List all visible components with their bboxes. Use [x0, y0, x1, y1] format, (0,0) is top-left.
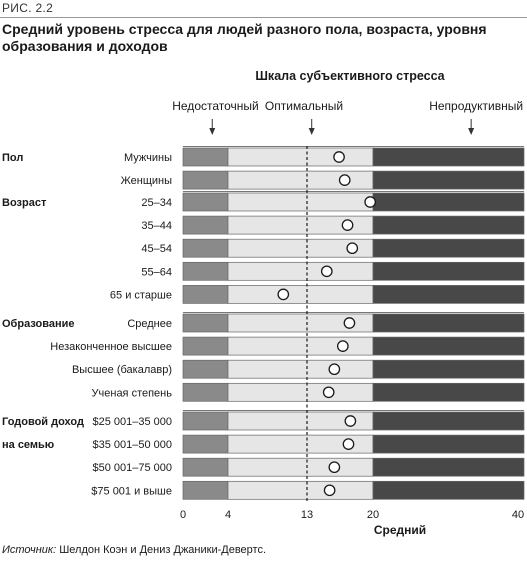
x-tick-label: 40 — [512, 509, 524, 521]
row-label: Ученая степень — [92, 387, 173, 399]
data-point — [277, 288, 290, 301]
zone-bar — [372, 261, 525, 281]
zone-bar — [182, 238, 229, 258]
zone-bar — [372, 336, 525, 356]
zone-bar — [182, 147, 229, 167]
row-label: Мужчины — [124, 152, 172, 164]
x-axis-label: Средний — [374, 523, 426, 537]
source-label: Источник: — [2, 544, 57, 556]
zone-bar — [227, 336, 374, 356]
row-label: 45–54 — [141, 243, 172, 255]
zone-bar — [372, 411, 525, 431]
zone-bar — [182, 480, 229, 500]
zone-bar — [372, 285, 525, 304]
x-tick-label: 13 — [301, 509, 313, 521]
data-point — [342, 438, 355, 450]
zone-bar — [182, 382, 229, 402]
data-point — [336, 340, 349, 352]
zone-bar — [182, 215, 229, 235]
zone-bar — [372, 313, 525, 333]
zone-bar — [372, 480, 525, 500]
zone-bar — [182, 411, 229, 431]
scale-title: Шкала субъективного стресса — [255, 69, 445, 83]
data-point — [328, 363, 341, 376]
zone-bar — [182, 285, 229, 304]
zone-bar — [227, 170, 374, 190]
zone-bar — [227, 285, 374, 304]
group-label: Пол — [2, 152, 23, 164]
zone-bar — [227, 382, 374, 402]
row-label: Высшее (бакалавр) — [72, 364, 172, 376]
zone-bar — [182, 261, 229, 281]
figure-divider — [0, 17, 527, 18]
row-label: 65 и старше — [110, 289, 172, 301]
zone-bar — [372, 215, 525, 235]
data-point — [341, 219, 354, 231]
data-point — [338, 174, 351, 186]
data-point — [343, 317, 356, 329]
zone-bar — [372, 434, 525, 454]
data-point — [323, 484, 336, 497]
zone-bar — [227, 261, 374, 281]
zone-bar — [182, 434, 229, 454]
chart-title: Средний уровень стресса для людей разног… — [2, 21, 487, 54]
zone-bar — [372, 382, 525, 402]
zone-bar — [182, 313, 229, 333]
zone-arrow-head — [468, 128, 475, 135]
zone-bar — [227, 457, 374, 477]
data-point — [344, 415, 357, 427]
group-label: Образование — [2, 318, 75, 330]
row-label: Среднее — [127, 318, 172, 330]
source-note: Источник: Шелдон Коэн и Дениз Джаники-Де… — [2, 544, 266, 556]
figure-label: РИС. 2.2 — [2, 1, 54, 15]
data-point — [322, 386, 335, 399]
zone-bar — [182, 457, 229, 477]
zone-bar — [227, 359, 374, 379]
zone-bar — [372, 457, 525, 477]
zone-label: Непродуктивный — [429, 99, 523, 113]
row-label: 55–64 — [141, 266, 172, 278]
row-label: 25–34 — [141, 197, 172, 209]
zone-label: Недостаточный — [172, 99, 259, 113]
zone-bar — [182, 336, 229, 356]
zone-bar — [372, 359, 525, 379]
group-label: Годовой доход — [2, 416, 84, 428]
zone-bar — [182, 359, 229, 379]
zone-bar — [182, 192, 229, 212]
zone-bar — [372, 192, 525, 212]
source-text: Шелдон Коэн и Дениз Джаники-Девертс. — [56, 544, 267, 556]
row-label: 35–44 — [141, 220, 172, 232]
data-point — [364, 196, 377, 208]
zone-label: Оптимальный — [265, 99, 343, 113]
zone-bar — [182, 170, 229, 190]
zone-bar — [227, 147, 374, 167]
data-point — [346, 242, 359, 255]
data-point — [328, 461, 341, 474]
row-label: Женщины — [121, 175, 172, 187]
x-tick-label: 20 — [367, 509, 379, 521]
data-point — [333, 151, 345, 163]
row-label: $35 001–50 000 — [92, 439, 172, 451]
row-label: Незаконченное высшее — [50, 341, 172, 353]
zone-bar — [372, 147, 525, 167]
zone-arrow-head — [209, 128, 216, 135]
zone-arrow-head — [308, 128, 315, 135]
zone-bar — [227, 480, 374, 500]
data-point — [320, 265, 333, 278]
group-label: Возраст — [2, 197, 47, 209]
x-tick-label: 0 — [180, 509, 186, 521]
row-label: $75 001 и выше — [91, 485, 172, 497]
row-label: $25 001–35 000 — [92, 416, 172, 428]
x-tick-label: 4 — [225, 509, 231, 521]
group-label-2: на семью — [2, 439, 54, 451]
zone-bar — [227, 192, 374, 212]
zone-bar — [372, 238, 525, 258]
zone-bar — [372, 170, 525, 190]
row-label: $50 001–75 000 — [92, 462, 172, 474]
